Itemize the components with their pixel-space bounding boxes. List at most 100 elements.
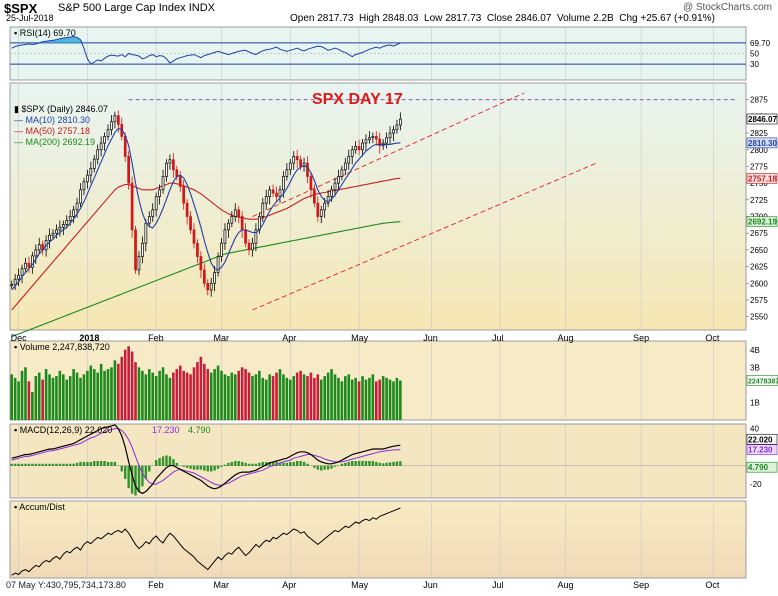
quote-change: +25.67 (+0.91%) — [640, 13, 715, 24]
price-candle — [147, 216, 151, 224]
volume-bar — [264, 379, 268, 420]
volume-bar — [333, 374, 337, 420]
price-legend-item: — MA(10) 2810.30 — [14, 115, 90, 125]
price-candle — [261, 202, 265, 217]
price-candle — [347, 156, 351, 164]
macd-histogram-bar — [148, 465, 151, 472]
macd-histogram-bar — [354, 461, 357, 466]
volume-bar — [230, 372, 234, 420]
volume-bar — [240, 367, 244, 420]
volume-bar — [357, 381, 361, 420]
price-candle — [31, 255, 34, 268]
macd-histogram-bar — [323, 465, 326, 470]
macd-histogram-bar — [86, 461, 89, 466]
price-candle — [123, 136, 127, 157]
volume-bar — [374, 381, 378, 420]
macd-histogram-bar — [65, 463, 68, 466]
price-candle — [199, 256, 203, 271]
macd-histogram-bar — [62, 463, 65, 466]
price-candle — [306, 162, 309, 177]
volume-bar — [299, 370, 302, 420]
price-candle — [288, 162, 292, 171]
price-candle — [34, 249, 38, 257]
volume-bar — [165, 374, 168, 420]
price-candle — [220, 242, 223, 257]
price-candle — [309, 176, 313, 191]
volume-bar — [20, 370, 24, 420]
price-value-tag — [746, 173, 778, 184]
macd-histogram-bar — [292, 461, 295, 466]
macd-histogram-bar — [154, 460, 158, 466]
chart-date: 25-Jul-2018 — [6, 13, 54, 23]
macd-line — [11, 424, 401, 495]
macd-histogram-bar — [278, 462, 282, 466]
volume-value-tag-label: 2247838720 — [748, 379, 778, 386]
volume-bar — [106, 369, 110, 420]
price-candle — [240, 216, 244, 231]
macd-histogram-bar — [89, 461, 93, 466]
volume-bar — [313, 377, 316, 420]
price-candle — [223, 229, 227, 244]
x-axis-label: 2018 — [79, 333, 99, 343]
macd-histogram-bar — [295, 461, 299, 466]
volume-bar — [395, 377, 399, 420]
macd-histogram-bar — [75, 462, 79, 466]
price-tick-label: 2625 — [750, 263, 768, 272]
volume-bar — [381, 376, 385, 420]
volume-bar — [233, 374, 237, 420]
macd-histogram-bar — [13, 463, 17, 466]
price-candle — [13, 278, 17, 285]
macd-histogram-bar — [357, 461, 361, 466]
price-candle — [127, 156, 131, 184]
macd-value-tag-label: 17.230 — [748, 446, 773, 455]
price-value-tag — [746, 113, 778, 125]
x-axis-label: Aug — [557, 580, 573, 590]
macd-histogram-bar — [271, 461, 275, 466]
macd-histogram-bar — [113, 461, 117, 466]
macd-histogram-bar — [206, 465, 209, 472]
macd-histogram-bar — [223, 464, 227, 466]
macd-histogram-bar — [182, 465, 185, 467]
volume-bar — [13, 377, 17, 420]
price-candle — [302, 162, 306, 167]
macd-histogram-bar — [392, 461, 395, 466]
volume-bar — [178, 365, 182, 420]
macd-histogram-bar — [48, 463, 51, 466]
price-candle — [17, 274, 20, 280]
price-candle — [399, 118, 402, 126]
volume-bar — [209, 372, 213, 420]
macd-histogram-bar — [375, 461, 378, 466]
macd-histogram-bar — [240, 461, 244, 466]
price-candle — [51, 232, 55, 236]
volume-bar — [216, 365, 220, 420]
x-axis-label: Apr — [282, 333, 296, 343]
volume-bar — [347, 374, 351, 420]
macd-value-tag-label: 4.790 — [748, 463, 769, 472]
macd-histogram-bar — [127, 465, 130, 489]
x-axis-label: Sep — [633, 580, 649, 590]
macd-histogram-bar — [251, 463, 254, 466]
price-candle — [189, 216, 192, 231]
volume-bar — [364, 379, 368, 420]
macd-value-tag — [746, 444, 778, 455]
volume-bar — [237, 370, 241, 420]
x-axis-label: Oct — [705, 333, 720, 343]
macd-histogram-bar — [58, 463, 62, 466]
price-candle — [254, 229, 258, 244]
price-candle — [392, 129, 395, 134]
macd-histogram-bar — [333, 465, 337, 467]
price-legend-item: — MA(50) 2757.18 — [14, 126, 90, 136]
price-candle — [113, 115, 117, 123]
macd-histogram-bar — [24, 463, 27, 466]
price-candle — [161, 176, 165, 191]
price-candle — [213, 272, 216, 284]
price-candle — [151, 209, 155, 217]
macd-histogram-bar — [368, 461, 371, 466]
volume-bar — [251, 376, 254, 420]
quote-line: Open 2817.73 High 2848.03 Low 2817.73 Cl… — [290, 13, 715, 24]
volume-bar — [337, 377, 340, 420]
price-candle — [89, 168, 93, 176]
macd-histogram-bar — [55, 463, 58, 466]
volume-legend: ▪ Volume 2,247,838,720 — [14, 342, 110, 352]
